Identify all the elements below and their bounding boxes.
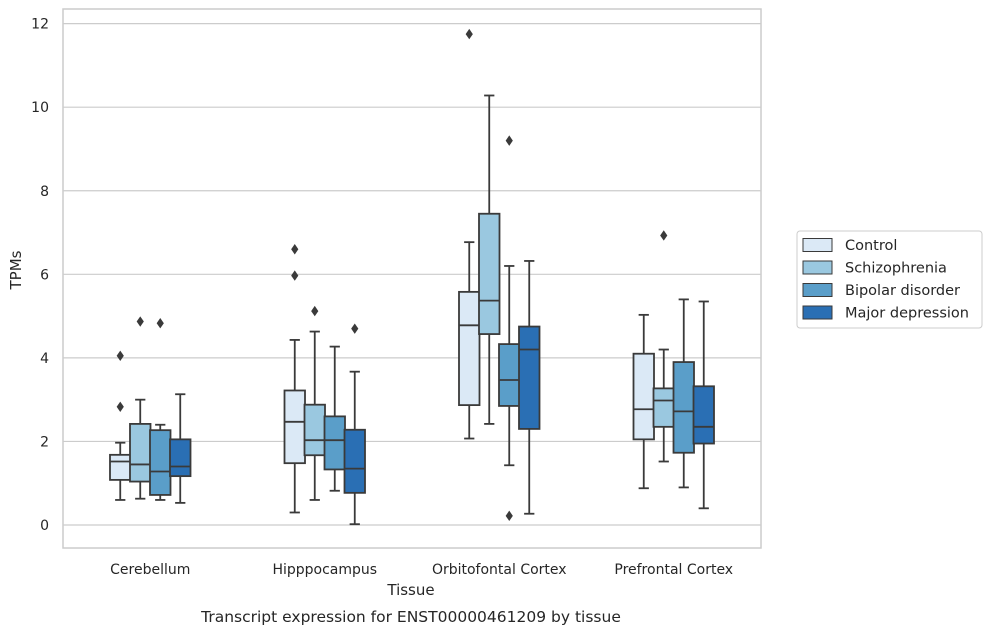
y-axis-label: TPMs (7, 250, 25, 290)
outlier-point (116, 401, 124, 412)
x-tick-label: Hipppocampus (272, 562, 377, 578)
outlier-point (311, 305, 319, 317)
x-tick-label: Prefrontal Cortex (614, 562, 733, 578)
legend-swatch (802, 260, 833, 275)
legend-label: Schizophrenia (845, 261, 947, 277)
box-body (478, 212, 501, 335)
outlier-point (136, 316, 144, 327)
y-tick-label: 10 (31, 100, 49, 116)
box-body (149, 429, 172, 496)
outlier-point (505, 135, 513, 146)
y-tick-labels: 0 2 4 6 8 10 12 (31, 17, 49, 534)
box-0-2 (149, 318, 172, 501)
x-tick-label: Cerebellum (110, 562, 190, 578)
plot-frame (62, 8, 762, 549)
outlier-point (291, 244, 299, 255)
outlier-point (505, 510, 513, 522)
outlier-point (156, 318, 164, 329)
y-tick-label: 12 (31, 17, 49, 33)
box-0-0 (109, 350, 132, 501)
box-3-2 (672, 298, 695, 489)
outlier-point (291, 270, 299, 281)
box-3-1 (652, 230, 675, 463)
box-body (283, 389, 306, 465)
box-1-2 (323, 345, 346, 492)
y-tick-label: 0 (40, 518, 49, 534)
legend-swatch (802, 305, 833, 320)
box-body (518, 325, 541, 430)
box-2-1 (478, 94, 501, 425)
outlier-point (116, 350, 124, 361)
box-2-2 (498, 135, 521, 522)
box-body (672, 361, 695, 454)
y-tick-label: 2 (40, 434, 49, 450)
legend-label: Control (845, 238, 897, 254)
box-1-1 (303, 305, 326, 501)
box-body (343, 428, 366, 494)
y-tick-label: 8 (40, 184, 49, 200)
outlier-point (465, 28, 473, 40)
x-tick-labels: Cerebellum Hipppocampus Orbitofontal Corte… (110, 562, 733, 578)
legend: Control Schizophrenia Bipolar disorder Majo… (796, 230, 983, 329)
y-tick-label: 6 (40, 267, 49, 283)
box-body (303, 403, 326, 457)
legend-label: Bipolar disorder (845, 283, 960, 299)
box-body (632, 352, 655, 441)
box-body (323, 415, 346, 471)
box-0-3 (169, 393, 192, 504)
x-axis-label: Tissue (386, 581, 434, 599)
box-body (169, 438, 192, 478)
legend-swatch (802, 283, 833, 297)
box-2-0 (458, 28, 481, 440)
box-body (129, 423, 152, 483)
box-0-1 (129, 316, 152, 500)
outlier-point (351, 323, 359, 334)
figure-caption: Transcript expression for ENST0000046120… (200, 608, 621, 626)
boxes (109, 28, 715, 526)
box-body (109, 453, 132, 481)
y-tick-label: 4 (40, 351, 49, 367)
x-tick-label: Orbitofontal Cortex (432, 562, 567, 578)
box-body (652, 387, 675, 428)
box-3-3 (692, 300, 715, 510)
legend-frame (796, 230, 983, 329)
box-body (692, 385, 715, 445)
box-body (498, 343, 521, 407)
box-1-3 (343, 323, 366, 526)
outlier-point (660, 230, 668, 241)
legend-swatch (802, 238, 833, 252)
box-3-0 (632, 313, 655, 490)
box-body (458, 290, 481, 407)
box-2-3 (518, 260, 541, 515)
box-1-0 (283, 244, 306, 514)
legend-label: Major depression (845, 306, 969, 322)
